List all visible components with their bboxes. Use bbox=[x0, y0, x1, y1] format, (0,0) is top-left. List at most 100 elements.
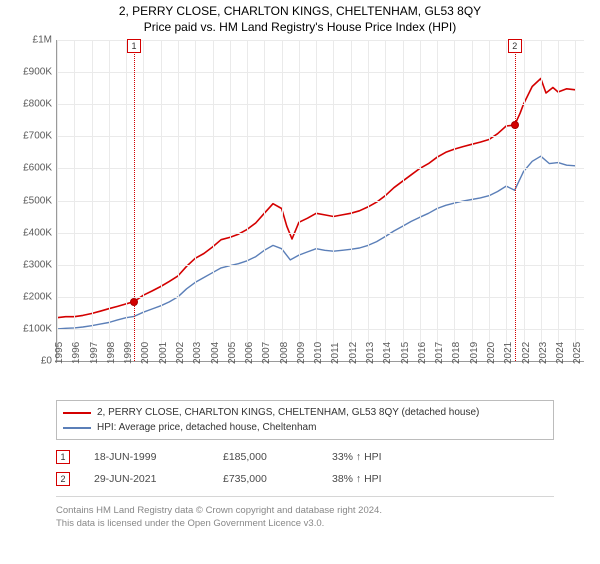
x-tick-label: 1997 bbox=[89, 342, 100, 364]
gridline-v bbox=[575, 40, 576, 361]
gridline-v bbox=[437, 40, 438, 361]
legend-label-property: 2, PERRY CLOSE, CHARLTON KINGS, CHELTENH… bbox=[97, 407, 479, 418]
sale-hpi-1: 33% ↑ HPI bbox=[332, 451, 554, 463]
x-tick-label: 1999 bbox=[123, 342, 134, 364]
legend-item-hpi: HPI: Average price, detached house, Chel… bbox=[63, 420, 547, 435]
y-tick-label: £900K bbox=[23, 67, 52, 78]
y-tick-label: £600K bbox=[23, 163, 52, 174]
x-tick-label: 2014 bbox=[382, 342, 393, 364]
x-tick-label: 2025 bbox=[572, 342, 583, 364]
gridline-v bbox=[489, 40, 490, 361]
x-tick-label: 2012 bbox=[348, 342, 359, 364]
gridline-v bbox=[264, 40, 265, 361]
gridline-v bbox=[351, 40, 352, 361]
legend-swatch-hpi bbox=[63, 427, 91, 429]
y-tick-label: £800K bbox=[23, 99, 52, 110]
gridline-v bbox=[282, 40, 283, 361]
gridline-v bbox=[368, 40, 369, 361]
gridline-v bbox=[472, 40, 473, 361]
x-tick-label: 2013 bbox=[365, 342, 376, 364]
x-tick-label: 2001 bbox=[158, 342, 169, 364]
gridline-v bbox=[74, 40, 75, 361]
x-tick-label: 1998 bbox=[106, 342, 117, 364]
x-axis: 1995199619971998199920002001200220032004… bbox=[56, 362, 584, 390]
x-tick-label: 2011 bbox=[330, 342, 341, 364]
y-axis: £0£100K£200K£300K£400K£500K£600K£700K£80… bbox=[14, 40, 56, 390]
gridline-v bbox=[230, 40, 231, 361]
gridline-v bbox=[506, 40, 507, 361]
y-tick-label: £0 bbox=[41, 356, 52, 367]
gridline-h bbox=[57, 72, 584, 73]
gridline-v bbox=[247, 40, 248, 361]
x-tick-label: 2008 bbox=[279, 342, 290, 364]
x-tick-label: 2007 bbox=[261, 342, 272, 364]
gridline-v bbox=[299, 40, 300, 361]
footer-copyright: Contains HM Land Registry data © Crown c… bbox=[56, 505, 554, 518]
gridline-v bbox=[454, 40, 455, 361]
sales-table: 1 18-JUN-1999 £185,000 33% ↑ HPI 2 29-JU… bbox=[56, 446, 554, 490]
gridline-h bbox=[57, 168, 584, 169]
x-tick-label: 1995 bbox=[54, 342, 65, 364]
x-tick-label: 2003 bbox=[192, 342, 203, 364]
x-tick-label: 2000 bbox=[140, 342, 151, 364]
sales-row-1: 1 18-JUN-1999 £185,000 33% ↑ HPI bbox=[56, 446, 554, 468]
gridline-v bbox=[524, 40, 525, 361]
y-tick-label: £1M bbox=[33, 35, 52, 46]
x-tick-label: 1996 bbox=[71, 342, 82, 364]
x-tick-label: 2016 bbox=[417, 342, 428, 364]
x-tick-label: 2018 bbox=[451, 342, 462, 364]
gridline-v bbox=[213, 40, 214, 361]
gridline-h bbox=[57, 265, 584, 266]
gridline-v bbox=[178, 40, 179, 361]
y-tick-label: £500K bbox=[23, 195, 52, 206]
sale-date-1: 18-JUN-1999 bbox=[94, 451, 199, 463]
y-tick-label: £700K bbox=[23, 131, 52, 142]
chart-title: 2, PERRY CLOSE, CHARLTON KINGS, CHELTENH… bbox=[0, 4, 600, 18]
legend: 2, PERRY CLOSE, CHARLTON KINGS, CHELTENH… bbox=[56, 400, 554, 440]
x-tick-label: 2009 bbox=[296, 342, 307, 364]
gridline-v bbox=[109, 40, 110, 361]
gridline-h bbox=[57, 233, 584, 234]
plot-area: 12 bbox=[56, 40, 584, 362]
x-tick-label: 2022 bbox=[521, 342, 532, 364]
chart-area: £0£100K£200K£300K£400K£500K£600K£700K£80… bbox=[14, 40, 584, 390]
sale-marker-icon-2: 2 bbox=[56, 472, 70, 486]
legend-swatch-property bbox=[63, 412, 91, 414]
chart-subtitle: Price paid vs. HM Land Registry's House … bbox=[0, 20, 600, 34]
sale-date-2: 29-JUN-2021 bbox=[94, 473, 199, 485]
footer: Contains HM Land Registry data © Crown c… bbox=[56, 505, 554, 531]
sale-vline-1 bbox=[134, 40, 135, 361]
gridline-v bbox=[385, 40, 386, 361]
sale-hpi-2: 38% ↑ HPI bbox=[332, 473, 554, 485]
gridline-h bbox=[57, 104, 584, 105]
gridline-v bbox=[403, 40, 404, 361]
sale-price-1: £185,000 bbox=[223, 451, 308, 463]
legend-label-hpi: HPI: Average price, detached house, Chel… bbox=[97, 422, 316, 433]
gridline-v bbox=[558, 40, 559, 361]
gridline-v bbox=[92, 40, 93, 361]
gridline-v bbox=[161, 40, 162, 361]
x-tick-label: 2023 bbox=[538, 342, 549, 364]
x-tick-label: 2021 bbox=[503, 342, 514, 364]
y-tick-label: £200K bbox=[23, 291, 52, 302]
sale-price-2: £735,000 bbox=[223, 473, 308, 485]
y-tick-label: £300K bbox=[23, 259, 52, 270]
x-tick-label: 2006 bbox=[244, 342, 255, 364]
gridline-v bbox=[143, 40, 144, 361]
x-tick-label: 2020 bbox=[486, 342, 497, 364]
sale-point-2 bbox=[511, 121, 519, 129]
gridline-v bbox=[316, 40, 317, 361]
sales-row-2: 2 29-JUN-2021 £735,000 38% ↑ HPI bbox=[56, 468, 554, 490]
sale-marker-icon-1: 1 bbox=[56, 450, 70, 464]
x-tick-label: 2015 bbox=[400, 342, 411, 364]
footer-divider bbox=[56, 496, 554, 497]
gridline-v bbox=[195, 40, 196, 361]
sale-box-1: 1 bbox=[127, 39, 141, 53]
legend-item-property: 2, PERRY CLOSE, CHARLTON KINGS, CHELTENH… bbox=[63, 405, 547, 420]
gridline-v bbox=[57, 40, 58, 361]
sale-box-2: 2 bbox=[508, 39, 522, 53]
y-tick-label: £100K bbox=[23, 323, 52, 334]
x-tick-label: 2002 bbox=[175, 342, 186, 364]
gridline-v bbox=[126, 40, 127, 361]
x-tick-label: 2017 bbox=[434, 342, 445, 364]
